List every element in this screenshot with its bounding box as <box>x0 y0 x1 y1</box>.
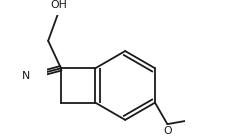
Text: O: O <box>163 126 171 136</box>
Text: OH: OH <box>50 0 67 10</box>
Text: N: N <box>21 71 30 81</box>
